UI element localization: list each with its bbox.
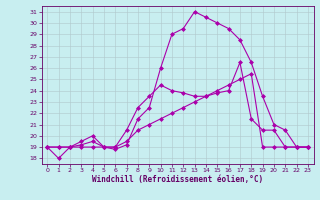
X-axis label: Windchill (Refroidissement éolien,°C): Windchill (Refroidissement éolien,°C) <box>92 175 263 184</box>
